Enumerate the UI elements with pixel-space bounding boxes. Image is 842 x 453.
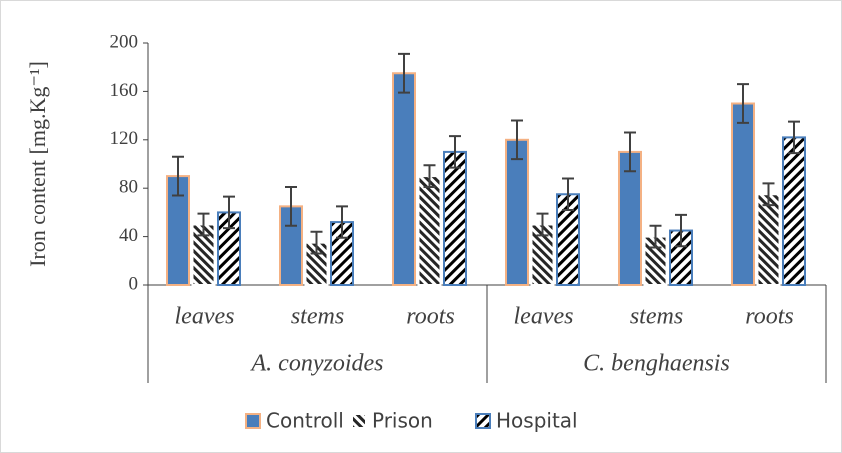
error-bar xyxy=(449,135,461,169)
y-tick-label: 40 xyxy=(119,225,138,246)
error-bar xyxy=(536,212,549,237)
legend-swatch xyxy=(245,413,261,429)
x-tick-label: leaves xyxy=(514,304,574,330)
x-tick-label: roots xyxy=(745,304,793,330)
bar xyxy=(505,138,529,286)
bar xyxy=(782,136,806,286)
error-bar xyxy=(398,52,410,94)
bar xyxy=(731,102,755,286)
error-bar xyxy=(223,195,235,230)
x-tick-label: stems xyxy=(291,304,344,330)
group-label: C. benghaensis xyxy=(583,351,730,377)
y-tick-label: 200 xyxy=(110,31,139,52)
error-bar xyxy=(788,120,800,155)
error-bar xyxy=(423,164,436,188)
legend-label: Prison xyxy=(372,409,433,433)
legend-label: Controll xyxy=(266,409,344,433)
error-bar xyxy=(624,131,636,173)
y-tick-label: 80 xyxy=(119,177,138,198)
legend-label: Hospital xyxy=(496,409,578,433)
legend-swatch xyxy=(475,413,491,429)
y-axis-label: Iron content [mg.Kg⁻¹] xyxy=(25,61,50,267)
x-tick-label: stems xyxy=(630,304,683,330)
group-label: A. conyzoides xyxy=(250,351,384,377)
x-tick-label: roots xyxy=(406,304,454,330)
error-bar xyxy=(762,182,775,207)
error-bar xyxy=(675,213,687,248)
error-bar xyxy=(336,205,348,239)
bar xyxy=(756,193,781,286)
y-tick-label: 160 xyxy=(110,80,139,101)
legend-swatch xyxy=(351,413,367,429)
y-tick-label: 120 xyxy=(110,128,139,149)
error-bar xyxy=(285,185,297,227)
error-bar xyxy=(310,230,323,255)
x-tick-label: leaves xyxy=(175,304,235,330)
bar xyxy=(417,175,442,287)
error-bar xyxy=(172,155,184,197)
bar xyxy=(443,150,467,286)
error-bar xyxy=(511,119,523,161)
error-bar xyxy=(562,177,574,211)
y-tick-label: 0 xyxy=(129,273,139,294)
error-bar xyxy=(197,212,210,237)
bar xyxy=(392,72,416,286)
error-bar xyxy=(649,224,662,249)
error-bar xyxy=(737,83,749,124)
